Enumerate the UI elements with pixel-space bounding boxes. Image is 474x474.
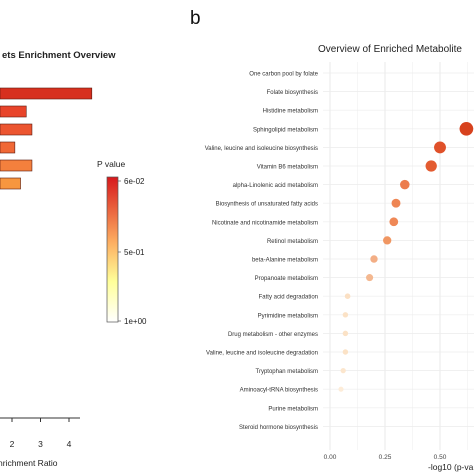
category-label: Vitamin B6 metabolism (257, 165, 318, 171)
category-label: Pyrimidine metabolism (258, 313, 318, 319)
bar (0, 177, 21, 190)
category-label: Purine metabolism (268, 406, 318, 412)
panel-a-title: ets Enrichment Overview (2, 50, 116, 61)
x-tick-label: 4 (67, 439, 72, 449)
category-label: Valine, leucine and isoleucine biosynthe… (205, 146, 318, 152)
category-label: Drug metabolism - other enzymes (228, 332, 318, 338)
legend-colorbar (106, 176, 119, 323)
x-tick-label: 0.00 (324, 454, 337, 461)
panel-b-title: Overview of Enriched Metabolite (318, 44, 462, 55)
data-point (344, 293, 351, 300)
category-label: Histidine metabolism (263, 109, 318, 115)
data-point (383, 236, 392, 245)
panel-b-x-ticks: 0.00 0.25 0.50 (324, 454, 447, 461)
x-tick-label: 0.25 (379, 454, 392, 461)
panel-a-x-ticks: 2 3 4 (10, 418, 72, 449)
bar (0, 105, 27, 118)
panel-a-bars (0, 87, 93, 190)
category-label: Steroid hormone biosynthesis (239, 425, 318, 431)
category-label: beta-Alanine metabolism (252, 258, 318, 264)
legend-label: 5e-01 (124, 248, 145, 257)
data-point (400, 179, 410, 190)
data-point (338, 386, 344, 392)
category-label: Folate biosynthesis (267, 90, 318, 96)
data-point (342, 349, 349, 355)
bar (0, 141, 16, 154)
panel-b-plot-area (323, 62, 474, 450)
category-label: Retinol metabolism (267, 239, 318, 245)
panel-a: ets Enrichment Overview 2 3 4 nrichment Ra… (0, 50, 147, 468)
data-point (366, 274, 374, 282)
data-point (425, 160, 437, 172)
panel-b-letter: b (190, 8, 201, 29)
panel-b-category-labels: One carbon pool by folate Folate biosynth… (205, 72, 319, 431)
data-point (370, 255, 378, 263)
category-label: alpha-Linolenic acid metabolism (233, 183, 318, 189)
legend-label: 1e+00 (124, 317, 147, 326)
category-label: Sphingolipid metabolism (253, 127, 318, 133)
data-point (391, 198, 401, 208)
data-point (342, 330, 349, 337)
legend-label: 6e-02 (124, 177, 145, 186)
panel-b: b Overview of Enriched Metabolite One ca… (190, 8, 474, 472)
data-point (459, 121, 474, 136)
x-tick-label: 0.50 (434, 454, 447, 461)
category-label: Nicotinate and nicotinamide metabolism (212, 220, 318, 226)
panel-b-grid (323, 62, 474, 450)
panel-b-x-axis-label: -log10 (p-va (428, 462, 474, 472)
category-label: Aminoacyl-tRNA biosynthesis (240, 388, 318, 394)
panel-b-points (338, 121, 474, 392)
category-label: Biosynthesis of unsaturated fatty acids (216, 202, 318, 208)
bar (0, 87, 93, 100)
x-tick-label: 3 (38, 439, 43, 449)
bar (0, 159, 33, 172)
category-label: Tryptophan metabolism (256, 369, 318, 375)
x-tick-label: 2 (10, 439, 15, 449)
legend-title: P value (97, 159, 125, 169)
category-label: Fatty acid degradation (259, 295, 318, 301)
data-point (434, 141, 446, 154)
panel-a-x-axis-label: nrichment Ratio (0, 458, 58, 468)
data-point (389, 217, 399, 227)
category-label: Valine, leucine and isoleucine degradati… (206, 351, 318, 357)
bar (0, 123, 33, 136)
data-point (342, 312, 349, 318)
data-point (340, 367, 346, 374)
category-label: One carbon pool by folate (249, 72, 318, 78)
category-label: Propanoate metabolism (255, 276, 318, 282)
